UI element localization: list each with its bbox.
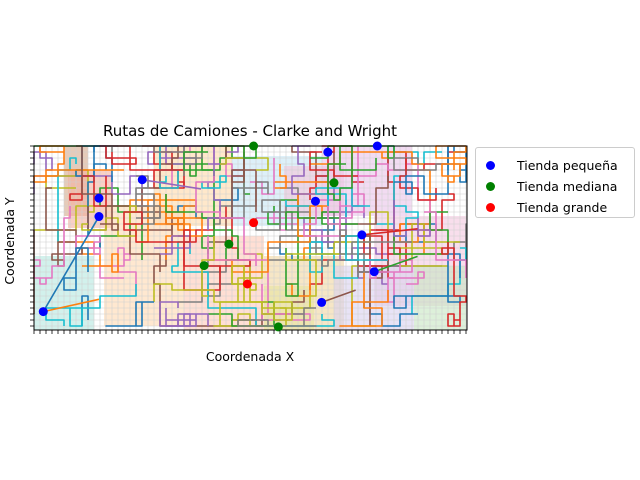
store-marker-1 (273, 322, 283, 332)
store-marker-0 (323, 147, 333, 157)
route-line (424, 211, 467, 278)
depot-link (43, 298, 100, 313)
route-line (213, 152, 245, 243)
chart-title: Rutas de Camiones - Clarke and Wright (103, 122, 397, 140)
route-line (201, 236, 215, 297)
x-axis-ticks (33, 330, 467, 334)
store-marker-1 (224, 239, 234, 249)
legend-item-small-store: Tienda pequeña (486, 155, 618, 175)
route-line (441, 242, 467, 327)
route-line (286, 247, 316, 297)
route-line (219, 265, 293, 326)
store-marker-0 (137, 175, 147, 185)
route-line (345, 235, 388, 261)
legend-item-medium-store: Tienda mediana (486, 176, 617, 196)
route-line (250, 158, 275, 195)
legend-label-large: Tienda grande (517, 199, 608, 215)
y-axis-label: Coordenada Y (2, 197, 17, 285)
y-axis-ticks (30, 145, 34, 327)
legend-marker-medium (486, 181, 495, 191)
route-line (369, 259, 425, 303)
depot-link (321, 289, 356, 304)
route-line (249, 241, 347, 309)
route-line (159, 145, 179, 189)
route-line (394, 146, 449, 195)
store-marker-0 (94, 193, 104, 203)
store-marker-1 (329, 178, 339, 188)
route-line (339, 266, 389, 327)
store-marker-1 (199, 261, 209, 271)
depot-link (142, 178, 202, 190)
route-line (393, 253, 461, 309)
store-marker-1 (249, 141, 259, 151)
route-line (57, 230, 119, 273)
store-marker-0 (310, 196, 320, 206)
plot-area (33, 141, 468, 332)
store-marker-0 (94, 212, 104, 222)
legend-item-large-store: Tienda grande (486, 197, 607, 217)
route-line (195, 176, 257, 261)
store-marker-0 (317, 297, 327, 307)
route-line (75, 235, 101, 260)
route-line (315, 187, 370, 207)
depot-link (373, 255, 418, 273)
route-line (135, 175, 161, 225)
route-line (208, 205, 328, 273)
legend-label-medium: Tienda mediana (517, 178, 618, 194)
route-line (81, 205, 137, 237)
store-marker-0 (38, 307, 48, 317)
store-marker-2 (249, 218, 259, 228)
route-line (45, 187, 83, 267)
legend-marker-small (486, 160, 495, 170)
route-line (159, 301, 191, 327)
route-line (69, 175, 107, 207)
store-marker-2 (242, 279, 252, 289)
store-marker-0 (357, 230, 367, 240)
route-line (255, 199, 293, 231)
legend: Tienda pequeña Tienda mediana Tienda gra… (475, 147, 635, 218)
depot-link (42, 216, 100, 313)
legend-label-small: Tienda pequeña (517, 157, 618, 173)
route-line (123, 211, 221, 272)
route-line (237, 302, 317, 327)
store-marker-0 (369, 267, 379, 277)
store-marker-0 (372, 141, 382, 151)
x-axis-label: Coordenada X (206, 349, 295, 364)
route-line (57, 157, 77, 242)
legend-marker-large (486, 202, 495, 212)
route-line (165, 194, 203, 260)
route-line (63, 247, 89, 291)
depot-link (361, 228, 418, 236)
route-line (105, 301, 154, 327)
